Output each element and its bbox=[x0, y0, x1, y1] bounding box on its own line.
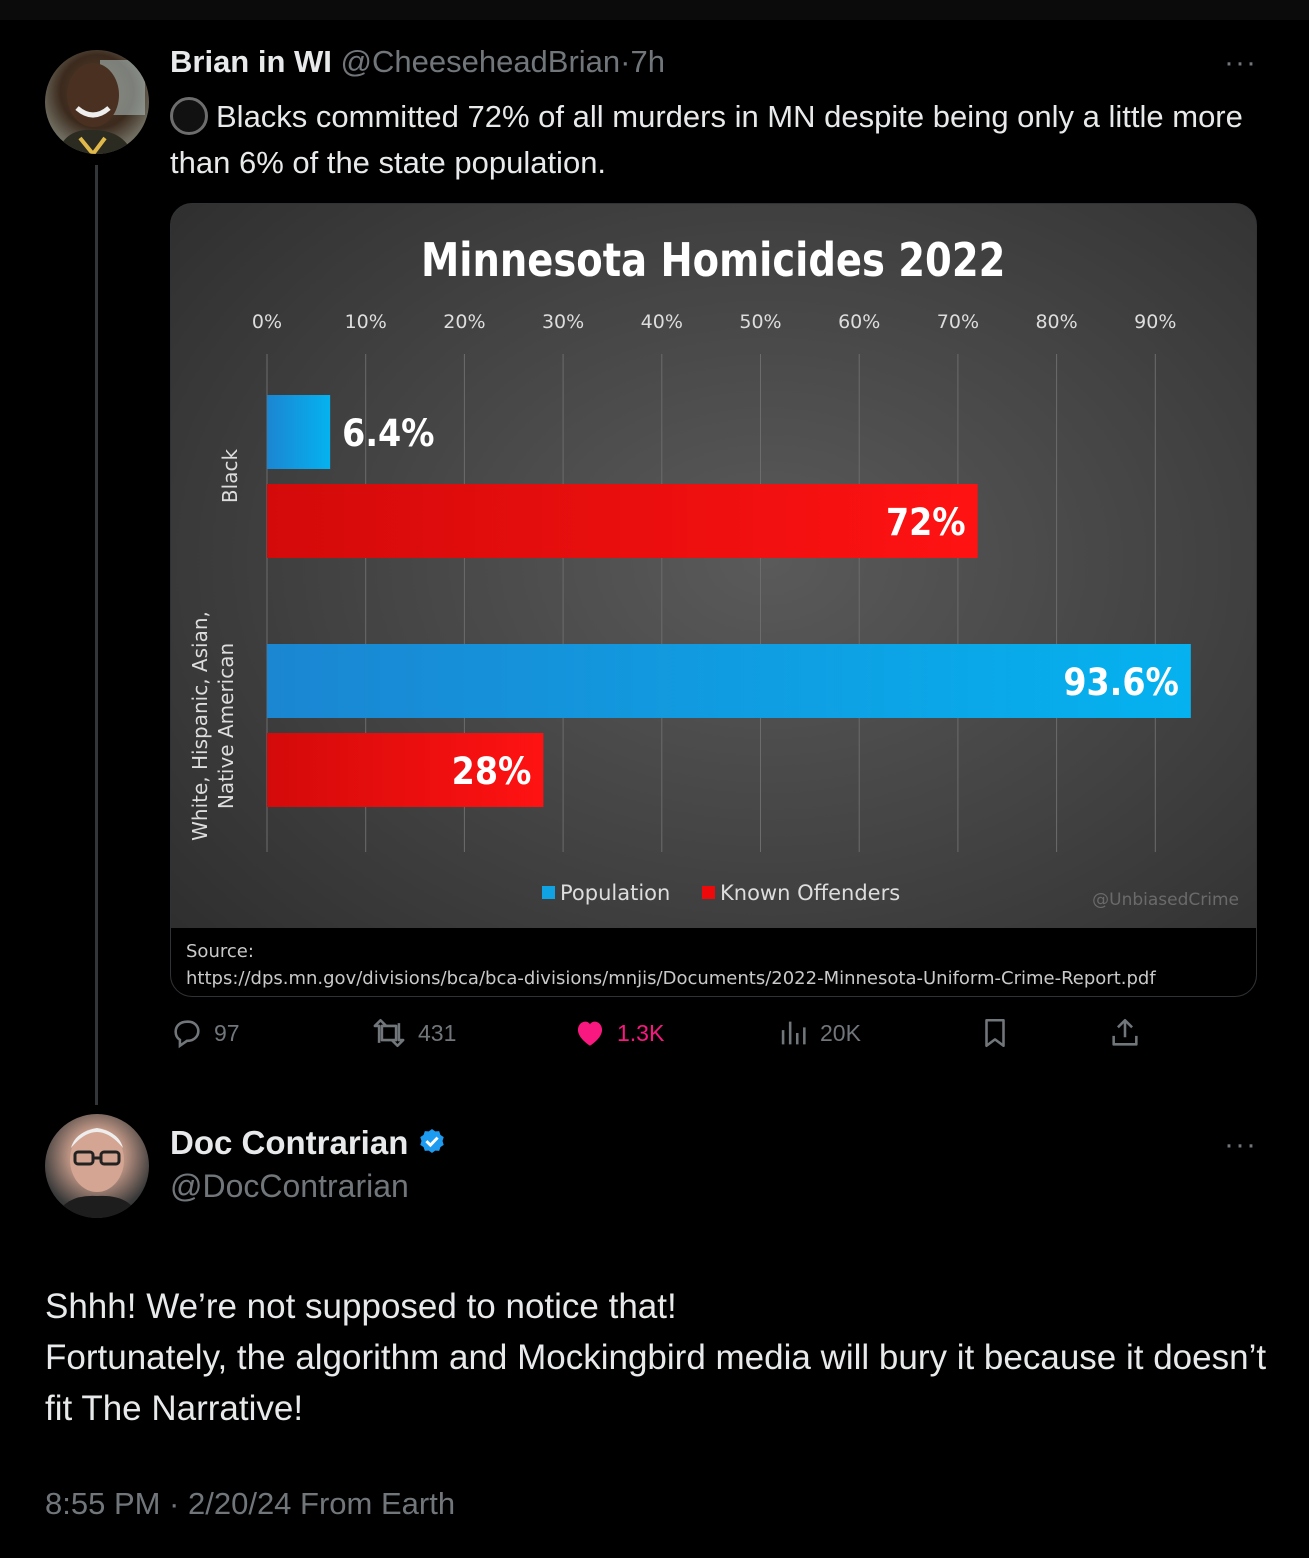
x-tick-label: 90% bbox=[1134, 311, 1176, 333]
x-tick-label: 40% bbox=[641, 311, 683, 333]
repost-button[interactable]: 431 bbox=[370, 1016, 456, 1050]
share-icon bbox=[1112, 1018, 1138, 1046]
bar-chart: Minnesota Homicides 2022 0% 10% 20% 30% 40% 50… bbox=[188, 235, 1239, 910]
bar-data-label: 6.4% bbox=[342, 412, 434, 455]
avatar-image bbox=[55, 1128, 139, 1218]
reply-count: 97 bbox=[214, 1019, 240, 1046]
more-options-icon[interactable]: ··· bbox=[1224, 1128, 1257, 1161]
avatar[interactable] bbox=[45, 50, 149, 154]
separator-dot: · bbox=[620, 44, 631, 79]
known-offenders-bar bbox=[267, 484, 978, 558]
author-name[interactable]: Doc Contrarian bbox=[170, 1124, 409, 1161]
verified-badge-icon bbox=[420, 1129, 445, 1153]
repost-count: 431 bbox=[418, 1019, 457, 1046]
post-timestamp[interactable]: 8:55 PM · 2/20/24 From Earth bbox=[45, 1486, 456, 1521]
avatar[interactable] bbox=[45, 1114, 149, 1218]
source-url: https://dps.mn.gov/divisions/bca/bca-div… bbox=[186, 968, 1156, 989]
watermark-text: @UnbiasedCrime bbox=[1092, 890, 1239, 910]
repost-icon bbox=[373, 1018, 405, 1048]
legend-swatch-offenders bbox=[702, 886, 715, 899]
category-label-other: White, Hispanic, Asian, Native American bbox=[188, 611, 238, 841]
thread-connector-line bbox=[95, 165, 98, 1105]
bar-data-label: 28% bbox=[452, 750, 532, 793]
bar-data-label: 72% bbox=[886, 501, 966, 544]
like-button[interactable]: 1.3K bbox=[573, 1016, 664, 1050]
known-offenders-bar bbox=[267, 733, 544, 807]
legend-label-offenders: Known Offenders bbox=[720, 881, 900, 905]
avatar-image bbox=[57, 60, 145, 154]
tweet-text: Blacks committed 72% of all murders in M… bbox=[170, 94, 1250, 186]
x-tick-label: 30% bbox=[542, 311, 584, 333]
chart-image-card[interactable]: Minnesota Homicides 2022 0% 10% 20% 30% 40% 50… bbox=[170, 203, 1257, 997]
x-tick-label: 70% bbox=[937, 311, 979, 333]
tweet-line-1: Shhh! We’re not supposed to notice that! bbox=[45, 1287, 677, 1326]
author-name-row: Doc Contrarian bbox=[170, 1124, 448, 1162]
population-bar bbox=[267, 644, 1191, 718]
tweet-header: Brian in WI @CheeseheadBrian·7h bbox=[170, 44, 665, 80]
analytics-bars-icon bbox=[781, 1021, 806, 1045]
legend-label-population: Population bbox=[560, 881, 670, 905]
top-bar bbox=[0, 0, 1309, 20]
population-bar bbox=[267, 395, 331, 469]
heart-filled-icon bbox=[577, 1021, 603, 1046]
x-tick-label: 60% bbox=[838, 311, 880, 333]
more-options-icon[interactable]: ··· bbox=[1224, 46, 1257, 79]
like-count: 1.3K bbox=[617, 1019, 665, 1046]
black-circle-emoji-icon bbox=[170, 97, 208, 135]
tweet-line-2: Fortunately, the algorithm and Mockingbi… bbox=[45, 1338, 1267, 1428]
chart-title: Minnesota Homicides 2022 bbox=[421, 235, 1005, 288]
reply-icon bbox=[174, 1020, 200, 1049]
x-tick-label: 10% bbox=[345, 311, 387, 333]
reply-button[interactable]: 97 bbox=[170, 1016, 240, 1050]
source-label: Source: bbox=[186, 941, 254, 962]
bookmark-button[interactable] bbox=[978, 1016, 1022, 1050]
legend-swatch-population bbox=[542, 886, 555, 899]
author-name[interactable]: Brian in WI bbox=[170, 44, 332, 79]
post-time[interactable]: 7h bbox=[630, 44, 665, 79]
bar-data-label: 93.6% bbox=[1063, 661, 1178, 704]
action-bar: 97 431 1.3K 20K bbox=[170, 1016, 1170, 1056]
category-label-black: Black bbox=[218, 449, 242, 504]
x-tick-label: 80% bbox=[1035, 311, 1077, 333]
x-tick-label: 50% bbox=[739, 311, 781, 333]
tweet-text: Shhh! We’re not supposed to notice that!… bbox=[45, 1281, 1275, 1434]
x-tick-label: 0% bbox=[252, 311, 282, 333]
x-tick-label: 20% bbox=[443, 311, 485, 333]
author-handle[interactable]: @CheeseheadBrian bbox=[340, 44, 621, 79]
source-footer: Source: https://dps.mn.gov/divisions/bca… bbox=[171, 928, 1256, 996]
views-button[interactable]: 20K bbox=[776, 1016, 861, 1050]
views-count: 20K bbox=[820, 1019, 861, 1046]
bookmark-icon bbox=[985, 1018, 1005, 1048]
author-handle[interactable]: @DocContrarian bbox=[170, 1168, 409, 1204]
tweet-body: Blacks committed 72% of all murders in M… bbox=[170, 99, 1243, 180]
share-button[interactable] bbox=[1108, 1016, 1152, 1050]
